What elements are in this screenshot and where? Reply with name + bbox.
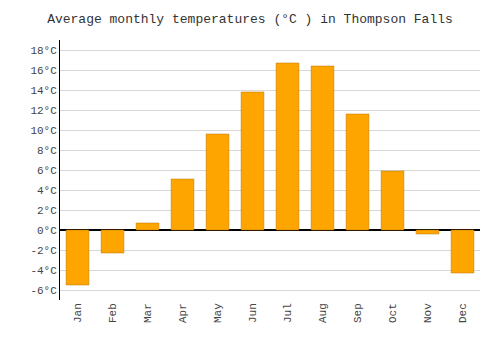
svg-text:Mar: Mar [142, 303, 154, 323]
svg-text:0°C: 0°C [37, 225, 57, 237]
svg-text:14°C: 14°C [30, 85, 57, 97]
svg-text:Sep: Sep [352, 303, 364, 323]
svg-text:Nov: Nov [422, 303, 434, 323]
svg-text:Jun: Jun [247, 303, 259, 323]
svg-text:Average monthly temperatures (: Average monthly temperatures (°C ) in Th… [47, 12, 453, 27]
svg-text:8°C: 8°C [37, 145, 57, 157]
svg-text:May: May [212, 303, 224, 323]
svg-text:-6°C: -6°C [30, 285, 57, 297]
svg-text:-4°C: -4°C [30, 265, 57, 277]
svg-text:4°C: 4°C [37, 185, 57, 197]
svg-text:Oct: Oct [387, 303, 399, 323]
svg-text:12°C: 12°C [30, 105, 57, 117]
svg-text:Feb: Feb [107, 303, 119, 323]
svg-text:16°C: 16°C [30, 65, 57, 77]
svg-text:Jan: Jan [72, 303, 84, 323]
svg-text:6°C: 6°C [37, 165, 57, 177]
svg-text:2°C: 2°C [37, 205, 57, 217]
svg-text:10°C: 10°C [30, 125, 57, 137]
svg-text:Dec: Dec [457, 303, 469, 323]
svg-text:Apr: Apr [177, 303, 189, 323]
svg-text:18°C: 18°C [30, 45, 57, 57]
svg-text:Aug: Aug [317, 303, 329, 323]
svg-text:-2°C: -2°C [30, 245, 57, 257]
svg-text:Jul: Jul [282, 303, 294, 323]
